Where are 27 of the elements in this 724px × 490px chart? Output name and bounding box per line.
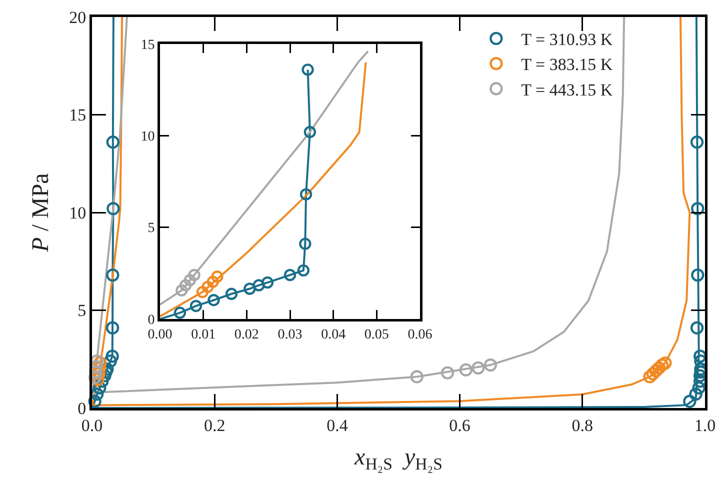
y-tick-label: 20 [69, 8, 86, 27]
legend-label: T = 443.15 K [521, 80, 614, 100]
x-tick-label: 0.01 [191, 327, 216, 342]
y-tick-label: 5 [148, 221, 155, 236]
x-tick-label: 0.06 [408, 327, 432, 342]
y-tick-label: 0 [78, 398, 86, 418]
x-tick-label: 0.2 [204, 416, 226, 435]
x-tick-label: 0.04 [321, 327, 346, 342]
x-tick-label: 1.0 [694, 416, 716, 435]
y-tick-label: 0 [148, 312, 155, 328]
x-tick-label: 0.0 [81, 416, 103, 435]
y-tick-label: 5 [78, 301, 86, 320]
x-tick-label: 0.6 [449, 416, 470, 435]
legend-label: T = 383.15 K [521, 55, 614, 74]
y-tick-label: 15 [69, 106, 86, 125]
legend-label: T = 310.93 K [521, 30, 614, 50]
y-tick-label: 10 [69, 203, 86, 222]
y-axis-title: P / MPa [28, 172, 54, 253]
x-tick-label: 0.4 [326, 416, 348, 435]
y-tick-label: 10 [140, 130, 155, 145]
x-tick-label: 0.00 [148, 327, 172, 342]
x-axis-title: x$_{H₂S}$ y$_{H₂S}$ [354, 444, 442, 474]
x-tick-label: 0.05 [364, 327, 389, 342]
x-tick-label: 0.02 [234, 327, 259, 342]
y-tick-label: 15 [140, 38, 155, 53]
x-tick-label: 0.8 [572, 416, 594, 435]
x-tick-label: 0.03 [278, 327, 302, 342]
